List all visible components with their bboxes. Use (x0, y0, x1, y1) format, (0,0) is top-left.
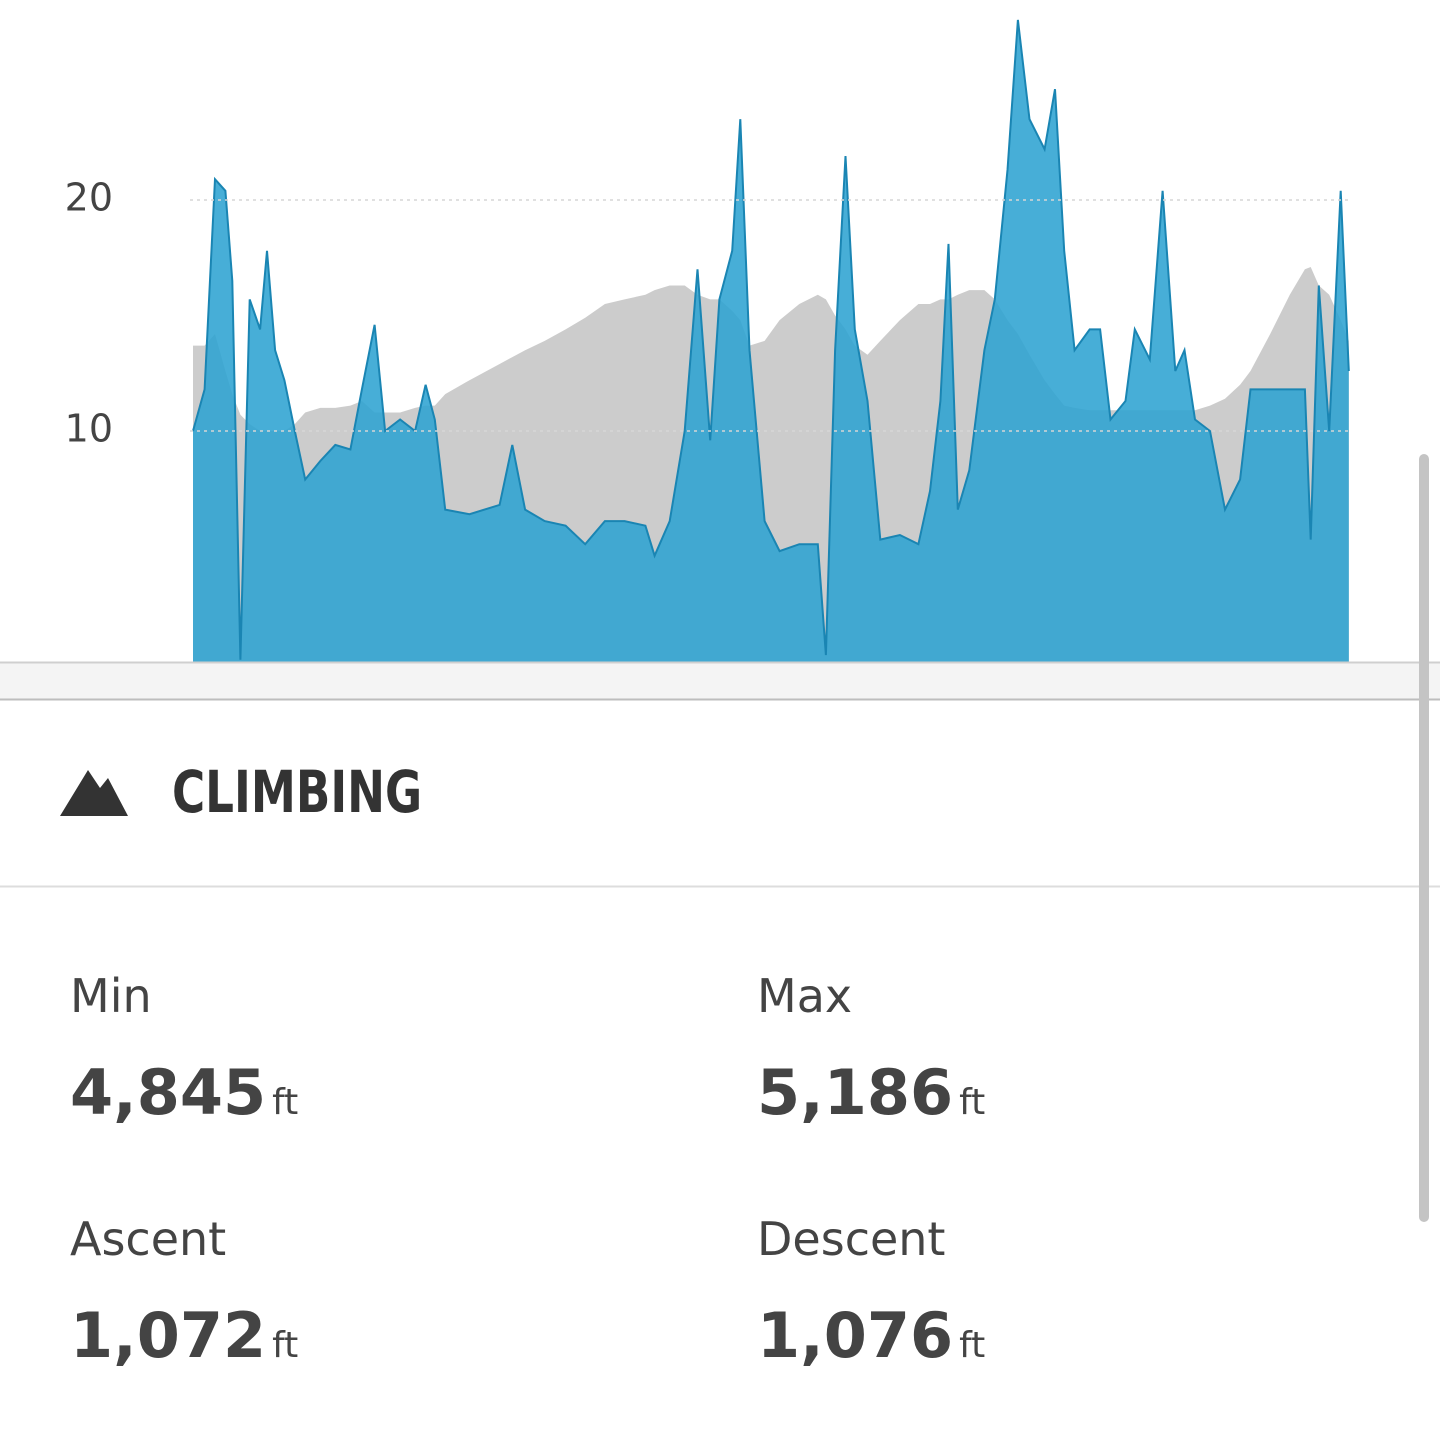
stat-unit: ft (272, 1325, 298, 1366)
stat-value: 1,076 (757, 1299, 953, 1372)
stat-label: Descent (757, 1212, 945, 1266)
stat-label: Max (757, 969, 852, 1023)
mountain-icon (60, 770, 128, 816)
separator (0, 662, 1440, 700)
stat-unit: ft (959, 1325, 985, 1366)
y-tick-label: 10 (65, 407, 113, 451)
stat-value: 5,186 (757, 1056, 953, 1129)
section-title: CLIMBING (172, 760, 422, 827)
stat-label: Min (70, 969, 152, 1023)
line (192, 19, 1350, 660)
stat-value: 1,072 (70, 1299, 266, 1372)
stat-unit: ft (959, 1082, 985, 1123)
chart: 10 20 (65, 19, 1350, 662)
stat-unit: ft (272, 1082, 298, 1123)
scrollbar[interactable] (1419, 454, 1429, 1222)
stat-value: 4,845 (70, 1056, 266, 1129)
stat-label: Ascent (70, 1212, 226, 1266)
y-tick-label: 20 (65, 176, 113, 220)
